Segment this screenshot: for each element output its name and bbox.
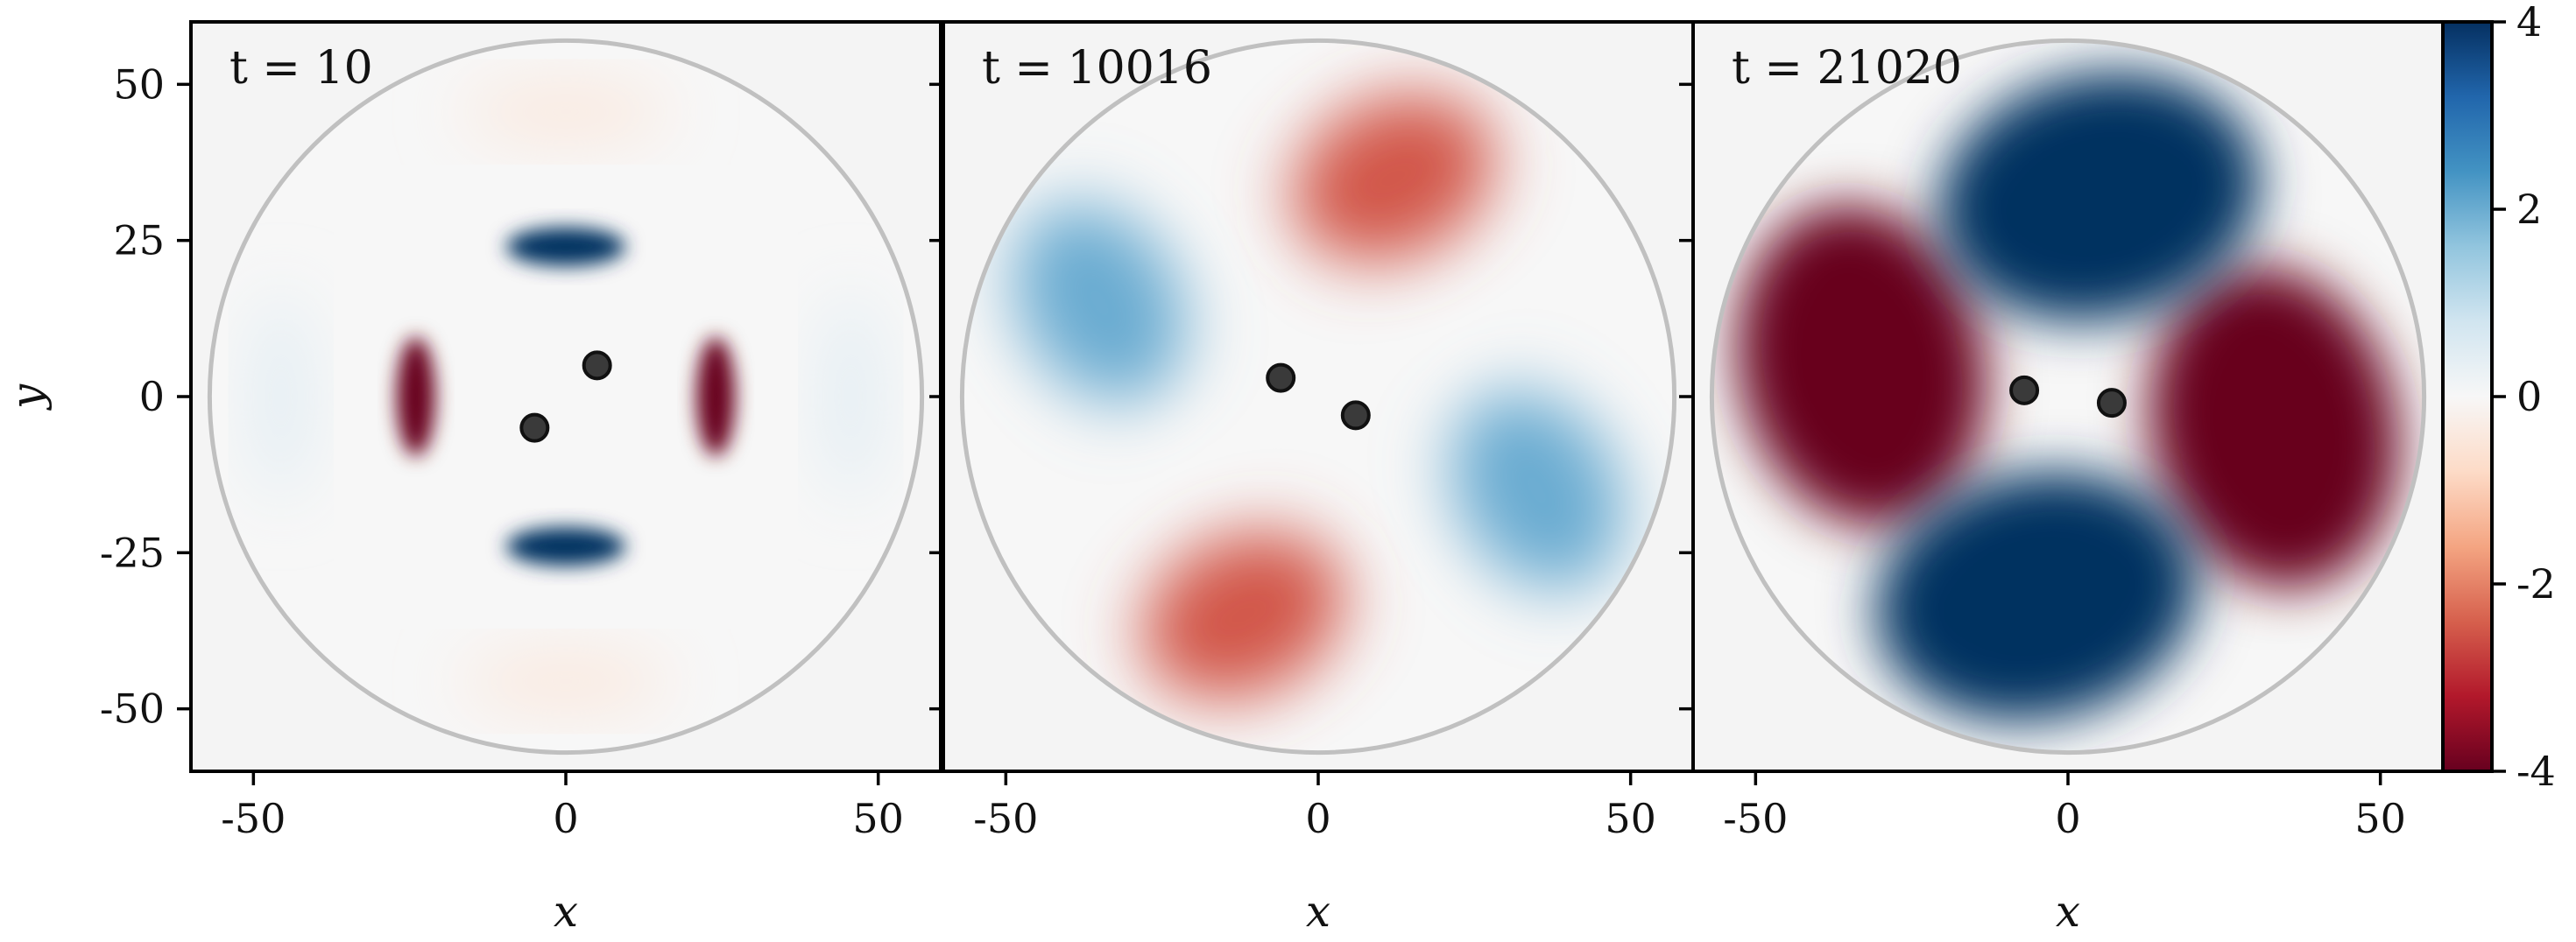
field-blob xyxy=(696,337,736,456)
x-tick-label: 50 xyxy=(2354,795,2406,842)
x-tick-label: -50 xyxy=(221,795,286,842)
x-tick-label: 0 xyxy=(553,795,578,842)
x-axis-label: x xyxy=(2056,886,2080,937)
vortex-marker xyxy=(2009,375,2040,405)
vortex-marker xyxy=(1340,400,1371,431)
panel-left: -50 0 50 50 25 0 -25 -50 x y t = 10 xyxy=(2,20,955,937)
domain-boundary xyxy=(207,38,925,756)
colorbar-tick-label: 2 xyxy=(2516,186,2542,233)
colorbar-tick-label: 0 xyxy=(2516,373,2542,420)
vorticity-field xyxy=(1711,40,2424,753)
y-axis-label: y xyxy=(2,383,53,411)
colorbar-tick-label: -2 xyxy=(2516,560,2556,608)
colorbar-tick-label: 4 xyxy=(2516,0,2542,46)
field-halo xyxy=(461,85,671,138)
field-blob xyxy=(1013,203,1186,403)
field-blob xyxy=(396,337,435,456)
y-tick-label: 25 xyxy=(113,217,165,264)
x-axis-label: x xyxy=(1306,886,1330,937)
panel-right: -50 0 50 x t = 21020 xyxy=(1679,20,2445,937)
field-blob xyxy=(1938,72,2260,321)
field-halo xyxy=(824,292,878,502)
y-tick-label: -25 xyxy=(100,529,165,576)
vortex-marker xyxy=(1266,362,1296,393)
field-blob xyxy=(1450,390,1624,590)
x-tick-label: -50 xyxy=(973,795,1038,842)
x-tick-label: 0 xyxy=(1305,795,1330,842)
colorbar: 4 2 0 -2 -4 xyxy=(2441,0,2556,795)
field-blob xyxy=(1876,472,2198,721)
domain-boundary xyxy=(959,38,1677,756)
field-halo xyxy=(254,292,307,502)
vorticity-field xyxy=(962,40,1675,753)
colorbar-gradient xyxy=(2443,22,2492,771)
vortex-marker xyxy=(2096,388,2127,418)
x-axis-label: x xyxy=(554,886,578,937)
time-annotation: t = 10 xyxy=(229,42,373,95)
y-tick-label: 50 xyxy=(113,60,165,108)
x-tick-label: -50 xyxy=(1723,795,1788,842)
y-tick-label: -50 xyxy=(100,685,165,733)
y-tick-label: 0 xyxy=(139,373,165,420)
domain-fill xyxy=(962,40,1675,753)
vorticity-field xyxy=(209,40,922,753)
domain-boundary xyxy=(1709,38,2427,756)
x-tick-label: 50 xyxy=(1605,795,1656,842)
x-tick-label: 50 xyxy=(852,795,904,842)
field-blob xyxy=(1292,94,1494,263)
field-blob xyxy=(2149,267,2399,588)
field-blob xyxy=(1737,205,1987,526)
time-annotation: t = 21020 xyxy=(1732,42,1962,95)
field-blob xyxy=(506,527,625,566)
colorbar-tick-label: -4 xyxy=(2516,748,2556,795)
domain-fill xyxy=(209,40,922,753)
field-blob xyxy=(506,227,625,266)
vortex-marker xyxy=(582,350,612,381)
vortex-marker xyxy=(519,412,550,443)
x-tick-label: 0 xyxy=(2055,795,2080,842)
field-blob xyxy=(1142,531,1344,699)
time-annotation: t = 10016 xyxy=(982,42,1212,95)
panel-middle: -50 0 50 x t = 10016 xyxy=(929,20,1707,937)
field-halo xyxy=(461,655,671,708)
